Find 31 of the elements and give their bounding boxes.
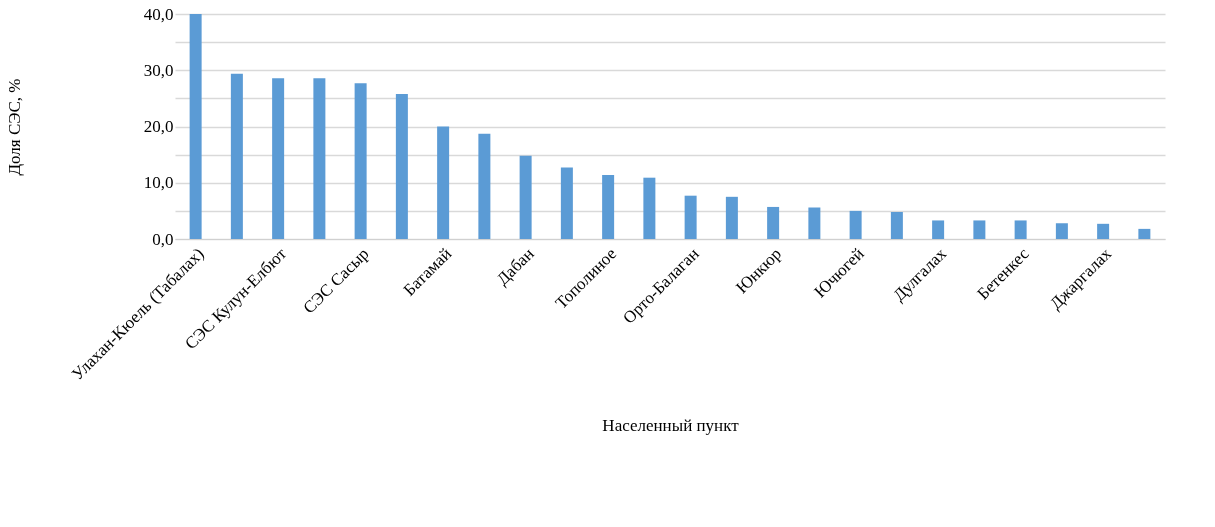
bar: [560, 167, 573, 239]
y-tick-label: 10,0: [143, 173, 174, 193]
y-tick-label: 0,0: [152, 229, 174, 249]
bar: [519, 155, 532, 239]
bar: [395, 93, 408, 239]
bar: [1055, 223, 1068, 239]
bar: [684, 195, 697, 239]
bar: [932, 220, 945, 239]
bar: [1097, 223, 1110, 239]
bar: [849, 210, 862, 239]
bar: [272, 78, 285, 239]
bar: [602, 174, 615, 239]
y-tick-label: 20,0: [143, 117, 174, 136]
bar: [973, 220, 986, 239]
bar: [808, 207, 821, 239]
y-tick-label: 40,0: [143, 4, 174, 24]
bar: [725, 196, 738, 239]
bar: [767, 206, 780, 239]
bar: [354, 83, 367, 239]
bar: [313, 78, 326, 239]
bar: [478, 133, 491, 239]
bar: [437, 126, 450, 239]
bar: [189, 14, 202, 239]
y-axis-title: Доля СЭС, %: [4, 78, 24, 176]
bar: [1138, 228, 1151, 239]
bar: [643, 177, 656, 239]
y-tick-label: 30,0: [143, 60, 174, 80]
bar: [230, 73, 243, 239]
bar: [890, 212, 903, 239]
bar: [1014, 220, 1027, 239]
x-axis-title: Населенный пункт: [602, 416, 740, 436]
